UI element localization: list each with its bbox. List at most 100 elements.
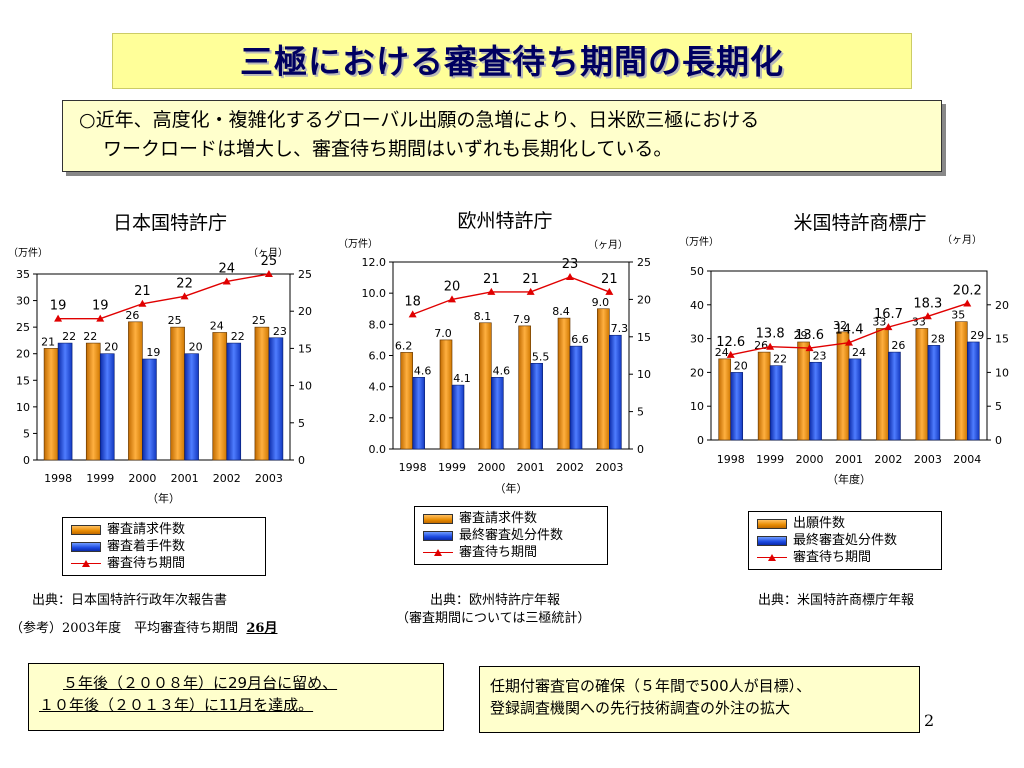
epo-left-axis-unit: （万件）: [338, 238, 378, 250]
epo-bar-value-label: 4.1: [453, 372, 471, 385]
uspto-wait-time-label: 20.2: [953, 283, 982, 298]
epo-bar-requests: [479, 322, 492, 450]
uspto-bar-value-label: 26: [891, 339, 905, 352]
jpo-left-tick-label: 0: [23, 454, 30, 467]
jpo-bar-value-label: 22: [62, 330, 76, 343]
jpo-bar-requests: [128, 321, 143, 461]
uspto-category-label: 1999: [756, 453, 784, 466]
epo-bar-disposals: [609, 334, 622, 450]
uspto-wait-time-point: [884, 323, 893, 331]
intro-line-1: ○近年、高度化・複雑化するグローバル出願の急増により、日米欧三極における: [79, 109, 760, 131]
uspto-category-label: 2001: [835, 453, 863, 466]
red-line-marker-icon: [757, 553, 787, 563]
uspto-bar-disposals: [966, 341, 980, 441]
orange-bar-swatch-icon: [423, 513, 453, 524]
epo-wait-time-point: [408, 310, 417, 318]
jpo-wait-time-line: [58, 273, 270, 320]
jpo-left-tick-label: 5: [23, 427, 30, 440]
epo-wait-time-point: [526, 287, 535, 295]
goal-note: ５年後（２００８年）に29月台に留め、 １０年後（２０１３年）に11月を達成。: [28, 663, 444, 731]
epo-wait-time-point: [605, 287, 614, 295]
page-number: 2: [924, 711, 935, 730]
epo-left-tick-label: 10.0: [362, 287, 387, 300]
orange-bar-swatch-icon: [71, 524, 101, 535]
epo-bar-value-label: 6.2: [395, 339, 413, 352]
uspto-wait-time-label: 12.6: [716, 335, 745, 350]
epo-legend-line: 審査待ち期間: [459, 545, 538, 560]
uspto-right-tick-label: 15: [995, 333, 1009, 346]
epo-wait-time-point: [566, 272, 574, 280]
epo-left-tick-label: 0.0: [369, 443, 387, 456]
epo-right-tick-label: 15: [637, 331, 651, 344]
jpo-bar-value-label: 25: [168, 314, 182, 327]
jpo-wait-time-point: [180, 292, 189, 300]
epo-bar-value-label: 7.9: [513, 313, 531, 326]
uspto-bar-value-label: 28: [931, 332, 945, 345]
uspto-wait-time-label: 18.3: [913, 296, 942, 311]
uspto-left-tick-label: 20: [690, 366, 704, 379]
jpo-bar-requests: [170, 326, 185, 461]
jpo-bar-started: [268, 337, 284, 461]
epo-bar-requests: [597, 308, 610, 450]
jpo-category-label: 2000: [128, 472, 156, 485]
epo-bar-requests: [518, 325, 531, 450]
jpo-right-tick-label: 0: [298, 454, 305, 467]
uspto-wait-time-label: 16.7: [874, 307, 903, 322]
reference-line: （参考）2003年度 平均審査待ち期間 26月: [10, 617, 277, 636]
uspto-left-tick-label: 0: [697, 434, 704, 447]
jpo-category-label: 2001: [171, 472, 199, 485]
jpo-left-tick-label: 10: [16, 401, 30, 414]
jpo-wait-time-point: [264, 270, 273, 277]
measures-line-1: 任期付審査官の確保（５年間で500人が目標）、: [490, 677, 812, 695]
uspto-right-tick-label: 20: [995, 299, 1009, 312]
jpo-right-tick-label: 20: [298, 305, 312, 318]
epo-bar-value-label: 7.3: [611, 322, 629, 335]
uspto-bar-value-label: 24: [852, 346, 866, 359]
jpo-x-axis-title: （年）: [147, 491, 180, 505]
jpo-category-label: 1998: [44, 472, 72, 485]
epo-bar-requests: [439, 339, 453, 450]
blue-bar-swatch-icon: [757, 535, 787, 546]
jpo-legend-line: 審査待ち期間: [107, 556, 186, 571]
jpo-left-tick-label: 15: [16, 374, 30, 387]
jpo-bar-started: [142, 358, 157, 461]
epo-left-tick-label: 4.0: [369, 381, 387, 394]
epo-left-tick-label: 6.0: [369, 350, 387, 363]
epo-right-tick-label: 5: [637, 406, 644, 419]
jpo-bar-requests: [254, 326, 270, 461]
blue-bar-swatch-icon: [71, 541, 101, 552]
epo-bar-value-label: 4.6: [414, 364, 432, 377]
uspto-bar-value-label: 20: [734, 359, 748, 372]
jpo-right-tick-label: 5: [298, 417, 305, 430]
uspto-bar-disposals: [848, 358, 862, 441]
goal-line-2: １０年後（２０１３年）に11月を達成。: [39, 696, 314, 714]
jpo-bar-value-label: 25: [252, 314, 266, 327]
page-title: 三極における審査待ち期間の長期化: [240, 42, 784, 81]
epo-bar-value-label: 7.0: [434, 327, 452, 340]
epo-source-note: （審査期間については三極統計）: [396, 611, 591, 626]
uspto-wait-time-point: [805, 344, 814, 352]
epo-right-tick-label: 20: [637, 293, 651, 306]
uspto-bar-applications: [836, 331, 850, 441]
jpo-right-tick-label: 25: [298, 268, 312, 281]
epo-left-tick-label: 12.0: [362, 256, 387, 269]
jpo-bar-value-label: 22: [83, 330, 97, 343]
jpo-wait-time-label: 24: [218, 261, 235, 276]
uspto-bar-value-label: 32: [833, 319, 847, 332]
jpo-wait-time-point: [96, 314, 105, 322]
title-banner: 三極における審査待ち期間の長期化: [112, 33, 912, 89]
epo-wait-time-label: 21: [483, 272, 500, 287]
uspto-bar-disposals: [809, 361, 822, 441]
epo-x-axis-title: （年）: [495, 481, 528, 495]
jpo-legend-bar2: 審査着手件数: [107, 539, 186, 554]
jpo-left-tick-label: 25: [16, 321, 30, 334]
epo-right-tick-label: 25: [637, 256, 651, 269]
jpo-bar-started: [184, 353, 199, 461]
uspto-bar-applications: [954, 321, 968, 441]
epo-bar-requests: [400, 352, 413, 450]
jpo-wait-time-label: 19: [50, 299, 67, 314]
uspto-legend-bar2: 最終審査処分件数: [793, 533, 898, 548]
uspto-legend-bar1: 出願件数: [793, 516, 846, 531]
uspto-wait-time-point: [923, 312, 932, 320]
epo-right-tick-label: 0: [637, 443, 644, 456]
